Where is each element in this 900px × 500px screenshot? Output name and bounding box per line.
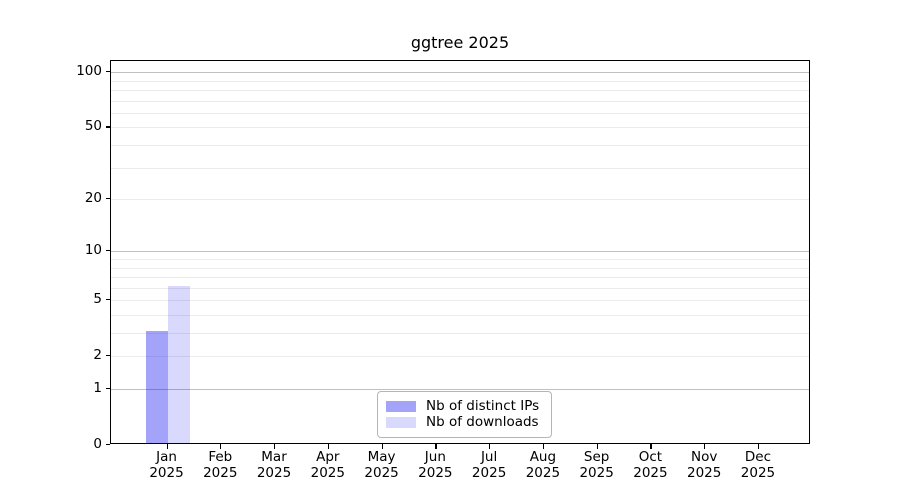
gridline-minor-3 (111, 333, 809, 334)
x-tick-month-dec: Dec (744, 449, 772, 465)
x-tick-year-sep: 2025 (579, 464, 614, 481)
y-tick-label-1: 1 (93, 380, 102, 396)
y-tick-mark-10 (106, 250, 110, 252)
x-tick-year-oct: 2025 (633, 464, 668, 481)
gridline-minor-2 (111, 356, 809, 358)
gridlines-layer (111, 61, 809, 443)
x-tick-mark-sep (596, 444, 598, 449)
x-tick-year-jun: 2025 (418, 464, 453, 481)
legend-label-nb-of-distinct-ips: Nb of distinct IPs (426, 397, 540, 414)
y-tick-mark-100 (106, 71, 110, 73)
x-tick-year-nov: 2025 (687, 464, 722, 481)
x-tick-mark-mar (274, 444, 276, 449)
gridline-minor-70 (111, 100, 809, 102)
x-tick-mark-oct (650, 444, 652, 449)
gridline-minor-7 (111, 277, 809, 279)
x-tick-label-jan: Jan 2025 (135, 449, 199, 481)
gridline-major-10 (111, 251, 809, 253)
x-tick-mark-jan (166, 444, 168, 449)
x-tick-mark-apr (327, 444, 329, 449)
y-tick-mark-1 (106, 388, 110, 390)
x-tick-mark-dec (757, 444, 760, 449)
x-tick-label-sep: Sep 2025 (565, 449, 629, 481)
y-tick-mark-20 (106, 198, 110, 200)
gridline-minor-20 (111, 199, 809, 201)
y-tick-label-2: 2 (93, 347, 102, 364)
x-tick-month-oct: Oct (638, 449, 663, 465)
x-tick-year-dec: 2025 (740, 464, 776, 481)
x-tick-label-may: May 2025 (350, 449, 414, 481)
x-tick-year-apr: 2025 (310, 464, 345, 481)
legend-swatch-nb-of-distinct-ips (386, 400, 416, 412)
y-tick-label-5: 5 (93, 291, 102, 308)
plot-area (110, 60, 810, 444)
x-tick-label-apr: Apr 2025 (296, 449, 360, 481)
x-tick-month-aug: Aug (529, 449, 557, 465)
legend-row-nb-of-downloads: Nb of downloads (386, 415, 543, 431)
gridline-minor-50 (111, 127, 809, 129)
x-tick-year-may: 2025 (364, 464, 399, 481)
x-tick-month-sep: Sep (583, 449, 610, 465)
gridline-minor-4 (111, 314, 809, 316)
bar-nb-of-downloads-jan (167, 285, 190, 443)
x-tick-year-jan: 2025 (149, 464, 184, 481)
x-tick-mark-aug (542, 444, 545, 449)
y-tick-mark-5 (106, 299, 110, 301)
x-tick-label-aug: Aug 2025 (511, 449, 575, 481)
gridline-minor-5 (111, 300, 809, 302)
x-tick-mark-jul (489, 444, 491, 449)
gridline-minor-6 (111, 287, 809, 289)
x-tick-label-nov: Nov 2025 (672, 449, 736, 481)
y-tick-label-20: 20 (84, 190, 102, 207)
legend-swatch-nb-of-downloads (386, 417, 416, 429)
legend: Nb of distinct IPs Nb of downloads (377, 391, 552, 438)
gridline-minor-40 (111, 145, 809, 146)
x-tick-label-feb: Feb 2025 (188, 449, 252, 481)
gridline-minor-90 (111, 80, 809, 82)
y-tick-label-100: 100 (76, 63, 102, 80)
x-tick-year-feb: 2025 (203, 464, 238, 481)
x-tick-year-aug: 2025 (525, 464, 561, 481)
x-tick-label-dec: Dec 2025 (726, 449, 790, 481)
x-tick-mark-may (381, 444, 383, 449)
gridline-minor-30 (111, 167, 809, 169)
gridline-minor-9 (111, 258, 809, 260)
x-tick-year-mar: 2025 (256, 464, 292, 481)
x-tick-month-jun: Jun (424, 449, 446, 465)
x-tick-month-jan: Jan (156, 449, 177, 465)
x-tick-month-nov: Nov (691, 449, 718, 465)
y-tick-label-50: 50 (84, 118, 102, 135)
x-tick-month-mar: Mar (261, 449, 287, 465)
legend-label-nb-of-downloads: Nb of downloads (426, 414, 539, 431)
bar-nb-of-distinct-ips-jan (145, 331, 168, 443)
chart-title: ggtree 2025 (410, 33, 510, 52)
bars-layer (111, 61, 809, 443)
gridline-major-1 (111, 389, 809, 390)
x-tick-month-feb: Feb (208, 449, 233, 465)
x-tick-month-may: May (367, 449, 396, 465)
gridline-major-100 (111, 72, 809, 74)
x-tick-mark-feb (220, 444, 222, 449)
x-tick-label-jun: Jun 2025 (403, 449, 467, 481)
x-tick-label-oct: Oct 2025 (618, 449, 682, 481)
x-tick-year-jul: 2025 (471, 464, 507, 481)
y-tick-mark-2 (106, 355, 110, 357)
y-tick-mark-0 (106, 444, 110, 446)
y-tick-label-0: 0 (93, 436, 102, 452)
gridline-minor-80 (111, 90, 809, 91)
legend-row-nb-of-distinct-ips: Nb of distinct IPs (386, 398, 543, 414)
x-tick-label-jul: Jul 2025 (457, 449, 521, 481)
x-tick-mark-nov (704, 444, 706, 449)
gridline-minor-60 (111, 112, 809, 114)
gridline-minor-8 (111, 267, 809, 269)
y-tick-label-10: 10 (84, 242, 102, 259)
x-tick-month-jul: Jul (480, 449, 498, 465)
x-tick-mark-jun (435, 444, 437, 449)
x-tick-month-apr: Apr (316, 449, 340, 465)
y-tick-mark-50 (106, 126, 110, 128)
x-tick-label-mar: Mar 2025 (242, 449, 306, 481)
